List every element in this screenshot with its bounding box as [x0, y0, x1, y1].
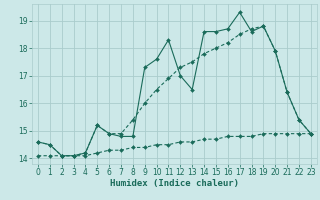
X-axis label: Humidex (Indice chaleur): Humidex (Indice chaleur) — [110, 179, 239, 188]
